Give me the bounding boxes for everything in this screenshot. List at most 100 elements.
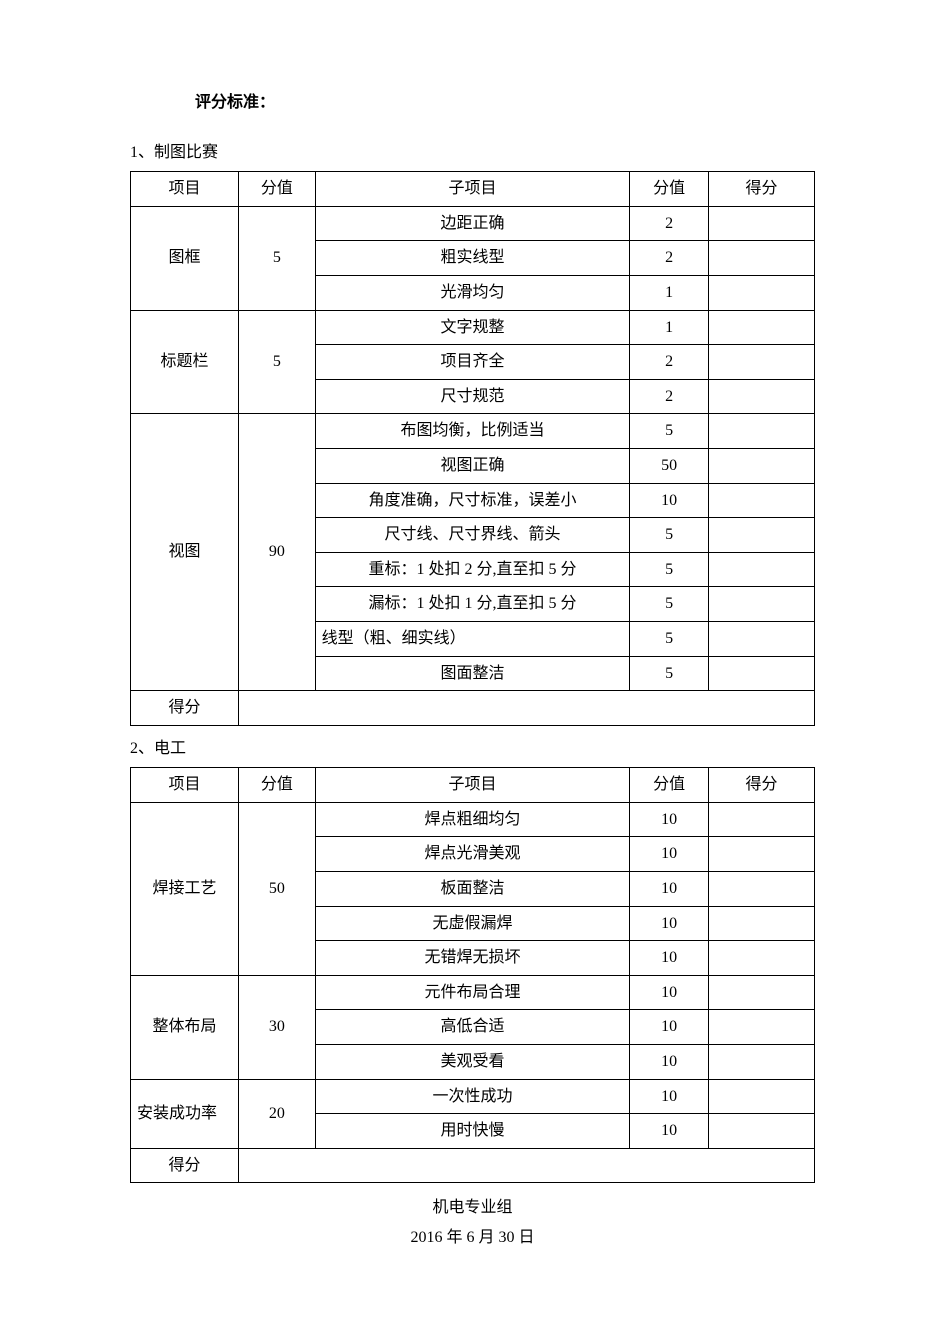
cell-subpoints: 5: [630, 552, 709, 587]
cell-score: [708, 587, 814, 622]
cell-subpoints: 2: [630, 379, 709, 414]
cell-total-label: 得分: [131, 1148, 239, 1183]
cell-subitem: 元件布局合理: [315, 975, 630, 1010]
header-score: 得分: [708, 172, 814, 207]
cell-subitem: 漏标：1 处扣 1 分,直至扣 5 分: [315, 587, 630, 622]
table-section1: 项目 分值 子项目 分值 得分 图框 5 边距正确 2 粗实线型 2 光滑均匀 …: [130, 171, 815, 726]
cell-points: 5: [239, 206, 316, 310]
cell-score: [708, 621, 814, 656]
cell-score: [708, 310, 814, 345]
cell-subpoints: 10: [630, 802, 709, 837]
table-total-row: 得分: [131, 1148, 815, 1183]
header-subpoints: 分值: [630, 768, 709, 803]
footer-group: 机电专业组: [130, 1195, 815, 1221]
table-row: 整体布局 30 元件布局合理 10: [131, 975, 815, 1010]
cell-score: [708, 906, 814, 941]
cell-subitem: 文字规整: [315, 310, 630, 345]
cell-score: [708, 483, 814, 518]
cell-score: [708, 206, 814, 241]
cell-total-label: 得分: [131, 691, 239, 726]
cell-item: 视图: [131, 414, 239, 691]
cell-subpoints: 10: [630, 906, 709, 941]
cell-item: 标题栏: [131, 310, 239, 414]
cell-subpoints: 2: [630, 345, 709, 380]
cell-score: [708, 275, 814, 310]
cell-subitem: 无错焊无损坏: [315, 941, 630, 976]
cell-subpoints: 5: [630, 621, 709, 656]
header-points: 分值: [239, 768, 316, 803]
cell-score: [708, 552, 814, 587]
cell-subpoints: 5: [630, 656, 709, 691]
cell-subitem: 项目齐全: [315, 345, 630, 380]
cell-subitem: 板面整洁: [315, 872, 630, 907]
cell-score: [708, 837, 814, 872]
cell-subitem: 光滑均匀: [315, 275, 630, 310]
cell-score: [708, 448, 814, 483]
cell-subpoints: 1: [630, 310, 709, 345]
header-points: 分值: [239, 172, 316, 207]
cell-score: [708, 1045, 814, 1080]
cell-points: 5: [239, 310, 316, 414]
header-score: 得分: [708, 768, 814, 803]
cell-score: [708, 1010, 814, 1045]
cell-item: 焊接工艺: [131, 802, 239, 975]
cell-score: [708, 802, 814, 837]
cell-subpoints: 5: [630, 414, 709, 449]
footer-date: 2016 年 6 月 30 日: [130, 1225, 815, 1251]
cell-subitem: 边距正确: [315, 206, 630, 241]
cell-subitem: 重标：1 处扣 2 分,直至扣 5 分: [315, 552, 630, 587]
header-subpoints: 分值: [630, 172, 709, 207]
cell-score: [708, 345, 814, 380]
cell-subitem: 线型（粗、细实线）: [315, 621, 630, 656]
cell-score: [708, 1079, 814, 1114]
cell-subpoints: 10: [630, 1010, 709, 1045]
cell-subitem: 图面整洁: [315, 656, 630, 691]
footer: 机电专业组 2016 年 6 月 30 日: [130, 1195, 815, 1250]
cell-subpoints: 2: [630, 206, 709, 241]
cell-subitem: 布图均衡，比例适当: [315, 414, 630, 449]
cell-subpoints: 10: [630, 1045, 709, 1080]
cell-subpoints: 1: [630, 275, 709, 310]
cell-subitem: 视图正确: [315, 448, 630, 483]
cell-subitem: 角度准确，尺寸标准，误差小: [315, 483, 630, 518]
cell-item: 整体布局: [131, 975, 239, 1079]
cell-subpoints: 50: [630, 448, 709, 483]
cell-subitem: 尺寸规范: [315, 379, 630, 414]
cell-score: [708, 241, 814, 276]
section2-label: 2、电工: [130, 736, 815, 762]
cell-score: [708, 872, 814, 907]
cell-subitem: 尺寸线、尺寸界线、箭头: [315, 518, 630, 553]
page-heading: 评分标准：: [195, 90, 815, 116]
cell-score: [708, 941, 814, 976]
cell-points: 50: [239, 802, 316, 975]
table-row: 焊接工艺 50 焊点粗细均匀 10: [131, 802, 815, 837]
table-total-row: 得分: [131, 691, 815, 726]
cell-total-value: [239, 1148, 815, 1183]
cell-points: 90: [239, 414, 316, 691]
cell-subitem: 无虚假漏焊: [315, 906, 630, 941]
cell-score: [708, 1114, 814, 1149]
cell-subpoints: 2: [630, 241, 709, 276]
cell-subitem: 焊点光滑美观: [315, 837, 630, 872]
table-row: 视图 90 布图均衡，比例适当 5: [131, 414, 815, 449]
cell-subpoints: 10: [630, 975, 709, 1010]
cell-points: 30: [239, 975, 316, 1079]
table-header-row: 项目 分值 子项目 分值 得分: [131, 172, 815, 207]
cell-subpoints: 10: [630, 872, 709, 907]
header-item: 项目: [131, 172, 239, 207]
cell-score: [708, 379, 814, 414]
cell-subitem: 高低合适: [315, 1010, 630, 1045]
table-row: 标题栏 5 文字规整 1: [131, 310, 815, 345]
cell-subitem: 用时快慢: [315, 1114, 630, 1149]
table-row: 安装成功率 20 一次性成功 10: [131, 1079, 815, 1114]
cell-subpoints: 5: [630, 587, 709, 622]
cell-subpoints: 10: [630, 483, 709, 518]
table-row: 图框 5 边距正确 2: [131, 206, 815, 241]
table-section2: 项目 分值 子项目 分值 得分 焊接工艺 50 焊点粗细均匀 10 焊点光滑美观…: [130, 767, 815, 1183]
cell-subitem: 粗实线型: [315, 241, 630, 276]
cell-subitem: 美观受看: [315, 1045, 630, 1080]
cell-subitem: 焊点粗细均匀: [315, 802, 630, 837]
cell-total-value: [239, 691, 815, 726]
cell-score: [708, 414, 814, 449]
cell-points: 20: [239, 1079, 316, 1148]
